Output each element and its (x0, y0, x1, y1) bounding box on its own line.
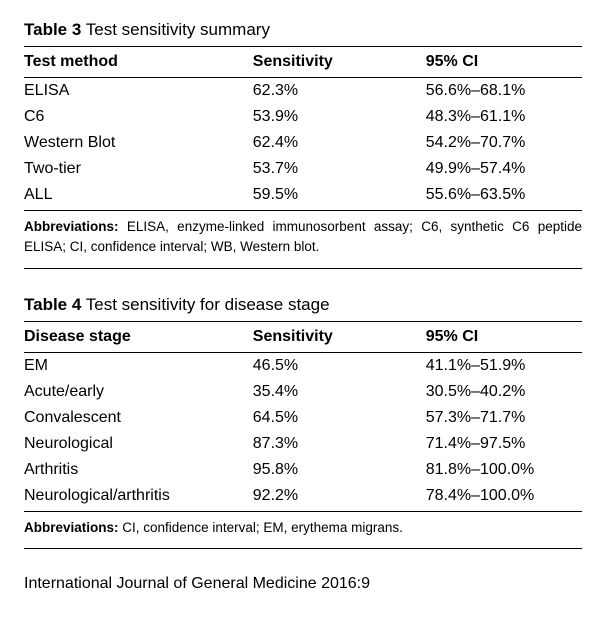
table-cell: Convalescent (24, 405, 253, 431)
table-4-note-label: Abbreviations: (24, 520, 119, 535)
table-cell: 62.3% (253, 78, 426, 105)
table-4: Disease stage Sensitivity 95% CI EM46.5%… (24, 321, 582, 512)
table-row: C653.9%48.3%–61.1% (24, 104, 582, 130)
table-cell: Acute/early (24, 379, 253, 405)
table-cell: Neurological/arthritis (24, 483, 253, 512)
table-cell: 62.4% (253, 130, 426, 156)
table-cell: 87.3% (253, 431, 426, 457)
table-3-header-row: Test method Sensitivity 95% CI (24, 47, 582, 78)
table-4-block: Table 4 Test sensitivity for disease sta… (24, 295, 582, 549)
table-row: ELISA62.3%56.6%–68.1% (24, 78, 582, 105)
table-4-note-text: CI, confidence interval; EM, erythema mi… (122, 520, 403, 535)
table-cell: 30.5%–40.2% (426, 379, 582, 405)
table-4-title: Table 4 Test sensitivity for disease sta… (24, 295, 582, 315)
table-cell: 54.2%–70.7% (426, 130, 582, 156)
table-cell: 46.5% (253, 352, 426, 379)
table-cell: 64.5% (253, 405, 426, 431)
table-3-caption: Test sensitivity summary (86, 20, 270, 39)
table-cell: 92.2% (253, 483, 426, 512)
table-cell: Arthritis (24, 457, 253, 483)
table-3-block: Table 3 Test sensitivity summary Test me… (24, 20, 582, 269)
table-cell: ALL (24, 182, 253, 211)
table-cell: 95.8% (253, 457, 426, 483)
table-cell: Western Blot (24, 130, 253, 156)
table-3-title: Table 3 Test sensitivity summary (24, 20, 582, 40)
table-4-caption: Test sensitivity for disease stage (86, 295, 330, 314)
table-row: Convalescent64.5%57.3%–71.7% (24, 405, 582, 431)
table-4-header-row: Disease stage Sensitivity 95% CI (24, 321, 582, 352)
table-cell: EM (24, 352, 253, 379)
table-3-note-label: Abbreviations: (24, 219, 119, 234)
table-3-note: Abbreviations: ELISA, enzyme-linked immu… (24, 211, 582, 269)
table-cell: 71.4%–97.5% (426, 431, 582, 457)
table-cell: 53.7% (253, 156, 426, 182)
table-4-col-0: Disease stage (24, 321, 253, 352)
table-cell: 53.9% (253, 104, 426, 130)
table-row: Two-tier53.7%49.9%–57.4% (24, 156, 582, 182)
table-cell: 57.3%–71.7% (426, 405, 582, 431)
table-cell: 35.4% (253, 379, 426, 405)
journal-footer: International Journal of General Medicin… (24, 575, 582, 593)
table-cell: 56.6%–68.1% (426, 78, 582, 105)
table-row: Acute/early35.4%30.5%–40.2% (24, 379, 582, 405)
table-3: Test method Sensitivity 95% CI ELISA62.3… (24, 46, 582, 211)
table-cell: ELISA (24, 78, 253, 105)
table-cell: C6 (24, 104, 253, 130)
table-3-col-1: Sensitivity (253, 47, 426, 78)
table-4-note: Abbreviations: CI, confidence interval; … (24, 512, 582, 549)
table-row: EM46.5%41.1%–51.9% (24, 352, 582, 379)
table-4-col-2: 95% CI (426, 321, 582, 352)
table-3-col-2: 95% CI (426, 47, 582, 78)
table-row: ALL59.5%55.6%–63.5% (24, 182, 582, 211)
table-cell: 78.4%–100.0% (426, 483, 582, 512)
table-cell: 49.9%–57.4% (426, 156, 582, 182)
table-4-label: Table 4 (24, 295, 81, 314)
table-4-body: EM46.5%41.1%–51.9%Acute/early35.4%30.5%–… (24, 352, 582, 511)
table-3-label: Table 3 (24, 20, 81, 39)
table-cell: Neurological (24, 431, 253, 457)
table-row: Arthritis95.8%81.8%–100.0% (24, 457, 582, 483)
table-row: Neurological/arthritis92.2%78.4%–100.0% (24, 483, 582, 512)
table-4-col-1: Sensitivity (253, 321, 426, 352)
table-3-body: ELISA62.3%56.6%–68.1%C653.9%48.3%–61.1%W… (24, 78, 582, 211)
table-cell: 55.6%–63.5% (426, 182, 582, 211)
table-cell: 81.8%–100.0% (426, 457, 582, 483)
table-cell: 41.1%–51.9% (426, 352, 582, 379)
table-cell: Two-tier (24, 156, 253, 182)
table-cell: 48.3%–61.1% (426, 104, 582, 130)
table-row: Neurological87.3%71.4%–97.5% (24, 431, 582, 457)
table-cell: 59.5% (253, 182, 426, 211)
table-row: Western Blot62.4%54.2%–70.7% (24, 130, 582, 156)
table-3-col-0: Test method (24, 47, 253, 78)
